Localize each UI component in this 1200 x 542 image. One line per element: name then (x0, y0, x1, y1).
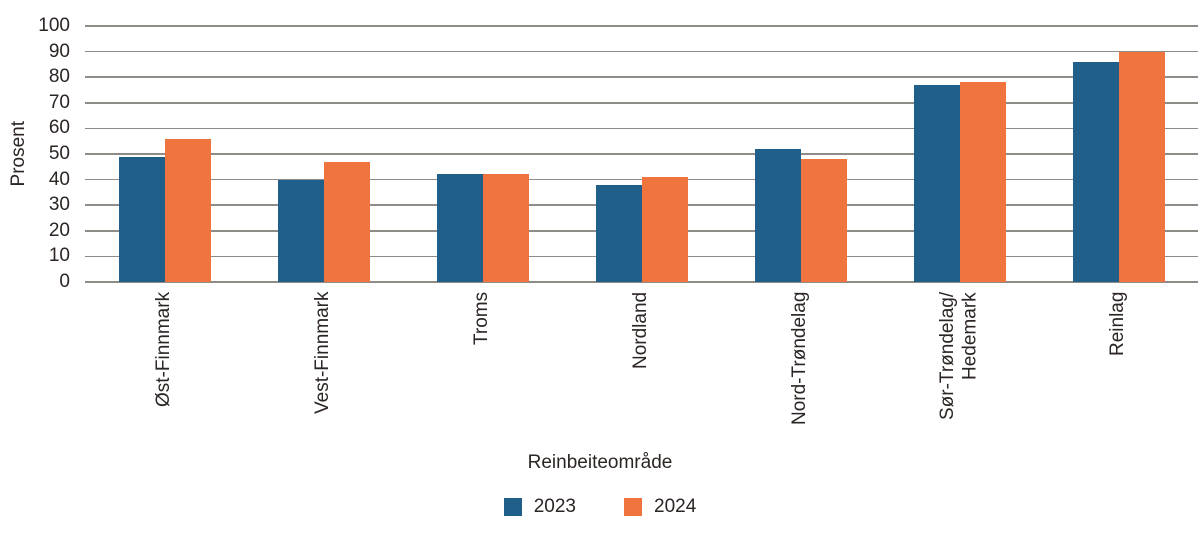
bar-2024 (1118, 51, 1165, 282)
y-tick-label: 10 (48, 245, 70, 267)
legend-item-2024: 2024 (624, 496, 696, 518)
x-tick-label: Nordland (630, 292, 652, 370)
bar-2023 (913, 84, 960, 282)
bar-group (244, 26, 403, 282)
gridline (85, 76, 1198, 78)
legend-label-2023: 2023 (533, 496, 576, 517)
bar-group (721, 26, 880, 282)
legend: 2023 2024 (0, 496, 1200, 518)
y-tick-label: 80 (48, 66, 70, 88)
legend-swatch-2023 (503, 498, 522, 516)
gridline (85, 153, 1198, 155)
bar-2023 (436, 174, 483, 282)
x-tick-cell: Vest-Finnmark (244, 292, 403, 442)
gridline (85, 281, 1198, 283)
bar-2023 (595, 184, 642, 282)
x-tick-label: Sør-Trøndelag/ Hedemark (937, 292, 981, 421)
x-tick-cell: Øst-Finnmark (85, 292, 244, 442)
y-tick-label: 70 (48, 91, 70, 113)
bar-2023 (1072, 61, 1119, 282)
x-tick-label: Øst-Finnmark (153, 292, 175, 408)
y-tick-label: 40 (48, 168, 70, 190)
x-tick-label: Vest-Finnmark (312, 292, 334, 415)
bar-2024 (641, 177, 688, 282)
gridline (85, 50, 1198, 53)
gridline (85, 127, 1198, 130)
bar-2024 (482, 174, 529, 282)
y-tick-label: 90 (48, 40, 70, 62)
bar-groups (85, 26, 1198, 282)
y-tick-label: 60 (48, 117, 70, 139)
gridline (85, 25, 1198, 27)
bar-group (403, 26, 562, 282)
bar-group (562, 26, 721, 282)
x-tick-cell: Nordland (562, 292, 721, 442)
gridline (85, 102, 1198, 104)
legend-swatch-2024 (624, 498, 642, 516)
legend-item-2023: 2023 (503, 496, 576, 518)
x-tick-label: Troms (471, 292, 493, 346)
bar-2023 (277, 179, 324, 282)
y-tick-label: 30 (48, 194, 70, 216)
plot-area (85, 25, 1198, 283)
x-tick-cell: Sør-Trøndelag/ Hedemark (880, 292, 1039, 442)
bar-2023 (118, 156, 165, 282)
x-axis-title: Reinbeiteområde (527, 452, 673, 473)
y-tick-label: 100 (38, 15, 70, 36)
bar-2024 (323, 161, 370, 282)
legend-label-2024: 2024 (654, 496, 697, 517)
y-tick-label: 50 (48, 143, 70, 164)
bar-2024 (164, 138, 211, 282)
x-tick-cell: Reinlag (1039, 292, 1198, 442)
bar-group (1039, 26, 1198, 282)
x-axis-tick-labels: Øst-Finnmark Vest-Finnmark Troms Nordland No… (85, 292, 1198, 442)
bar-2024 (959, 82, 1006, 282)
bar-group (85, 26, 244, 282)
bar-2023 (754, 148, 801, 282)
bar-2024 (800, 159, 847, 282)
x-tick-label: Nord-Trøndelag (789, 292, 811, 426)
y-tick-label: 20 (48, 219, 70, 241)
x-tick-label: Reinlag (1107, 292, 1129, 357)
bar-group (880, 26, 1039, 282)
x-tick-cell: Troms (403, 292, 562, 442)
x-tick-cell: Nord-Trøndelag (721, 292, 880, 442)
y-axis-tick-labels: 0 10 20 30 40 50 60 70 80 90 100 (0, 15, 70, 292)
y-tick-label: 0 (59, 271, 70, 292)
